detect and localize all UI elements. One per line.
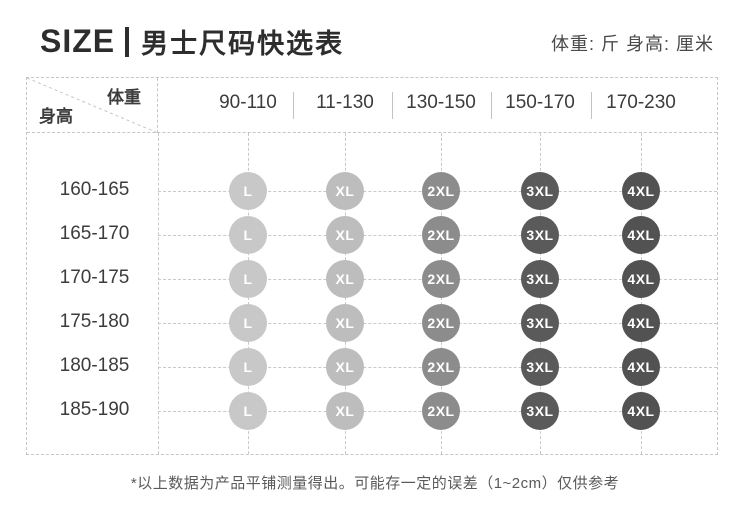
size-circle: L xyxy=(229,304,267,342)
size-circle: 3XL xyxy=(521,172,559,210)
size-circle: 2XL xyxy=(422,392,460,430)
size-circle: 3XL xyxy=(521,348,559,386)
row-header: 175-180 xyxy=(59,311,130,332)
size-circle: 4XL xyxy=(622,392,660,430)
corner-height-label: 身高 xyxy=(39,107,73,126)
title-chinese-label: 男士尺码快选表 xyxy=(141,29,345,59)
size-circle: 3XL xyxy=(521,260,559,298)
row-header: 160-165 xyxy=(59,179,130,200)
row-header: 180-185 xyxy=(59,355,130,376)
size-circle: L xyxy=(229,260,267,298)
size-circle: XL xyxy=(326,216,364,254)
header-separator xyxy=(591,92,592,119)
size-circle: 4XL xyxy=(622,172,660,210)
grid-v-line xyxy=(158,133,159,454)
size-circle: 2XL xyxy=(422,260,460,298)
size-circle: 4XL xyxy=(622,260,660,298)
size-circle: 2XL xyxy=(422,348,460,386)
column-header: 150-170 xyxy=(505,92,575,113)
column-header: 11-130 xyxy=(316,92,374,113)
table-corner-cell: 体重 身高 xyxy=(27,78,158,133)
column-header: 90-110 xyxy=(219,92,277,113)
size-circle: 2XL xyxy=(422,304,460,342)
size-circle: 4XL xyxy=(622,216,660,254)
column-header: 170-230 xyxy=(606,92,676,113)
footnote: *以上数据为产品平铺测量得出。可能存一定的误差（1~2cm）仅供参考 xyxy=(130,475,620,492)
size-circle: 3XL xyxy=(521,392,559,430)
size-circle: 4XL xyxy=(622,304,660,342)
size-circle: 3XL xyxy=(521,216,559,254)
corner-weight-label: 体重 xyxy=(107,88,141,107)
size-circle: 3XL xyxy=(521,304,559,342)
size-circle: XL xyxy=(326,304,364,342)
column-header: 130-150 xyxy=(406,92,476,113)
size-circle: L xyxy=(229,216,267,254)
size-table: 体重 身高 90-110 11-130 130-150 150-170 170-… xyxy=(26,77,718,455)
header-separator xyxy=(491,92,492,119)
page-title: SIZE 男士尺码快选表 xyxy=(40,22,344,61)
size-circle: XL xyxy=(326,348,364,386)
row-header: 165-170 xyxy=(59,223,130,244)
size-circle: XL xyxy=(326,392,364,430)
size-circle: XL xyxy=(326,260,364,298)
header-separator xyxy=(293,92,294,119)
units-note: 体重: 斤 身高: 厘米 xyxy=(550,34,714,54)
row-header: 170-175 xyxy=(59,267,130,288)
table-header-row: 体重 身高 90-110 11-130 130-150 150-170 170-… xyxy=(27,78,717,133)
size-circle: L xyxy=(229,172,267,210)
row-header: 185-190 xyxy=(59,399,130,420)
title-size-label: SIZE xyxy=(40,23,116,59)
size-circle: XL xyxy=(326,172,364,210)
size-circle: L xyxy=(229,348,267,386)
size-circle: L xyxy=(229,392,267,430)
page-header: SIZE 男士尺码快选表 体重: 斤 身高: 厘米 xyxy=(0,0,750,62)
title-divider-bar xyxy=(125,26,130,57)
size-circle: 2XL xyxy=(422,172,460,210)
header-separator xyxy=(392,92,393,119)
size-circle: 4XL xyxy=(622,348,660,386)
size-circle: 2XL xyxy=(422,216,460,254)
